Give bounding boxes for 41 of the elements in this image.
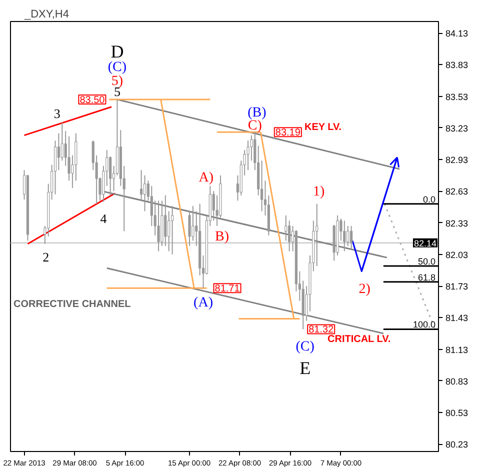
annotation: 61.8 <box>418 272 436 282</box>
annotation: A) <box>198 170 214 186</box>
y-tick-label: 84.13 <box>446 28 468 39</box>
annotation: 1) <box>313 184 326 200</box>
annotation: 50.0 <box>418 256 436 267</box>
annotation: 0.0 <box>422 194 436 204</box>
annotation: D <box>110 41 124 62</box>
annotation: KEY LV. <box>304 122 342 133</box>
annotation: 2 <box>42 249 50 264</box>
annotation: CORRECTIVE CHANNEL <box>14 299 131 310</box>
y-tick-label: 83.53 <box>446 92 468 102</box>
y-tick-label: 82.03 <box>446 250 468 260</box>
annotation: B) <box>215 229 230 244</box>
annotation: C) <box>248 118 262 134</box>
annotation: 81.71 <box>214 284 240 295</box>
annotation: (C) <box>108 60 127 75</box>
annotation: 100.0 <box>412 320 436 330</box>
annotation: 4 <box>100 211 108 226</box>
y-tick-label: 81.13 <box>446 344 468 355</box>
ref-line-label: 82.14 <box>414 238 437 248</box>
annotation: 81.32 <box>308 324 334 336</box>
annotation: (A) <box>194 296 214 311</box>
y-tick-label: 81.73 <box>446 282 468 292</box>
y-tick-label: 83.83 <box>446 60 468 70</box>
y-tick-label: 80.83 <box>446 376 468 386</box>
y-tick-label: 82.93 <box>446 155 468 166</box>
annotation: 83.19 <box>275 128 301 139</box>
chart-title: _DXY,H4 <box>24 8 69 20</box>
annotation: (C) <box>296 340 315 355</box>
annotation: (B) <box>248 106 267 121</box>
y-tick-label: 80.23 <box>446 440 468 450</box>
y-tick-label: 82.63 <box>446 186 468 197</box>
annotation: 83.50 <box>80 94 106 106</box>
y-tick-label: 83.23 <box>446 123 468 134</box>
y-tick-label: 80.53 <box>446 408 468 418</box>
annotation: 2) <box>358 282 371 297</box>
annotation: CRITICAL LV. <box>328 334 391 345</box>
annotation: 3 <box>54 106 60 122</box>
annotation: E <box>300 358 311 378</box>
y-tick-label: 81.43 <box>446 313 468 324</box>
y-tick-label: 82.33 <box>446 218 468 228</box>
